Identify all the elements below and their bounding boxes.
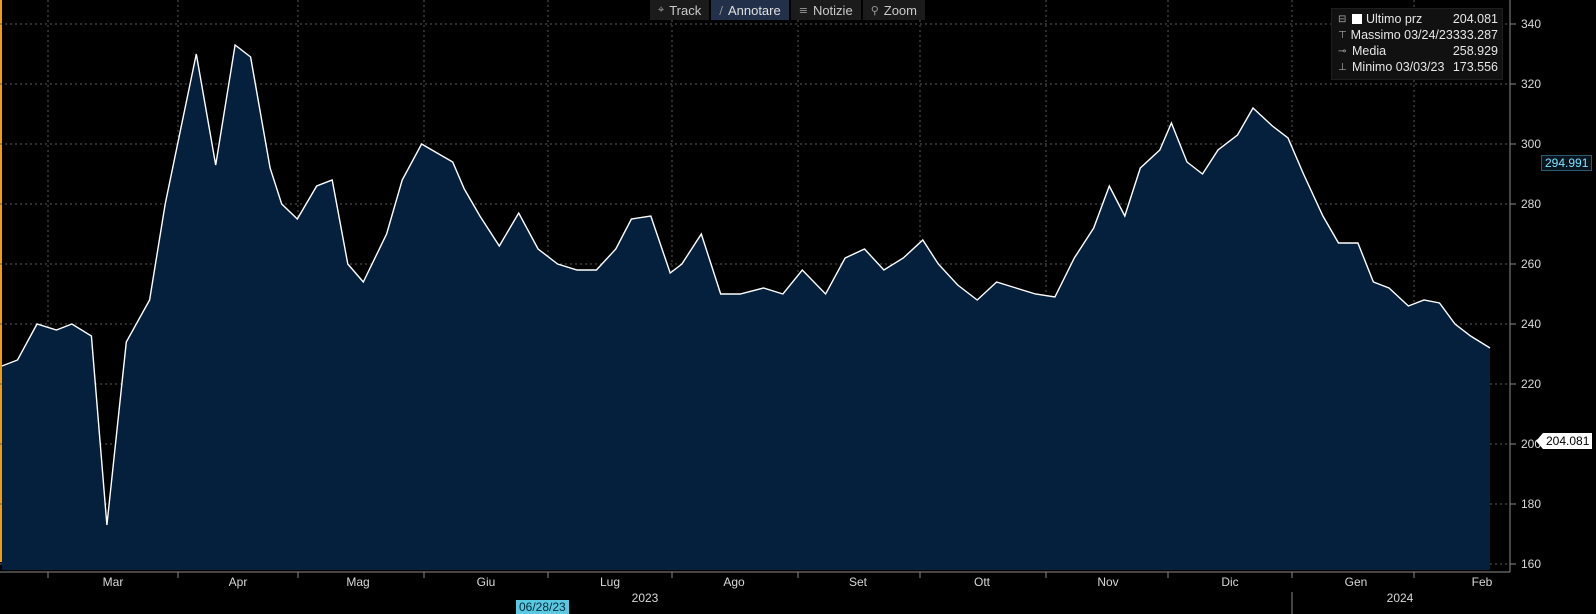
crosshair-date-tag: 06/28/23 [516, 600, 569, 614]
price-area [2, 45, 1490, 570]
news-button[interactable]: ≡ Notizie [790, 0, 861, 20]
chart-toolbar: ⌖ Track ∕ Annotare ≡ Notizie ⚲ Zoom [650, 0, 925, 20]
y-tick-label: 220 [1521, 377, 1541, 391]
y-tick-label: 300 [1521, 137, 1541, 151]
annotate-button[interactable]: ∕ Annotare [711, 0, 789, 20]
y-tick-label: 260 [1521, 257, 1541, 271]
y-tick-label: 280 [1521, 197, 1541, 211]
y-tick-label: 320 [1521, 77, 1541, 91]
x-tick-label: Giu [477, 575, 496, 589]
x-tick-label: Lug [600, 575, 620, 589]
y-tick-label: 240 [1521, 317, 1541, 331]
average-marker-icon: ⊸ [1338, 45, 1347, 57]
series-swatch [1352, 14, 1362, 24]
legend-row-last[interactable]: ⊟ Ultimo prz 204.081 [1338, 12, 1498, 26]
legend-row-average: ⊸ Media 258.929 [1338, 44, 1498, 58]
x-axis: Mar Apr Mag Giu Lug Ago Set Ott Nov Dic Gen Feb 2023… [0, 571, 1510, 614]
x-tick-label: Feb [1472, 575, 1493, 589]
x-tick-label: Mar [103, 575, 124, 589]
y-tick-label: 180 [1521, 497, 1541, 511]
collapse-icon[interactable]: ⊟ [1338, 13, 1347, 25]
chart-legend: ⊟ Ultimo prz 204.081 ⊤ Massimo 03/24/23 … [1331, 8, 1503, 80]
legend-row-high: ⊤ Massimo 03/24/23 333.287 [1338, 28, 1498, 42]
left-edge-marker [0, 0, 2, 562]
legend-row-low: ⊥ Minimo 03/03/23 173.556 [1338, 60, 1498, 74]
x-tick-label: Gen [1345, 575, 1368, 589]
news-icon: ≡ [798, 3, 808, 17]
x-tick-label: Apr [229, 575, 248, 589]
price-line [1, 43, 1491, 526]
x-tick-label: Mag [346, 575, 369, 589]
x-tick-label: Ago [723, 575, 745, 589]
zoom-button[interactable]: ⚲ Zoom [862, 0, 925, 20]
x-tick-label: Set [849, 575, 868, 589]
x-tick-label: Ott [974, 575, 991, 589]
crosshair-icon: ⌖ [658, 3, 665, 16]
low-marker-icon: ⊥ [1338, 61, 1347, 73]
crosshair-price-tag: 294.991 [1541, 155, 1593, 171]
y-tick-label: 340 [1521, 17, 1541, 31]
y-tick-label: 160 [1521, 557, 1541, 571]
last-price-tag: 204.081 [1535, 433, 1593, 449]
pencil-icon: ∕ [719, 3, 723, 17]
magnifier-icon: ⚲ [870, 3, 879, 17]
x-tick-label: Dic [1221, 575, 1238, 589]
year-label: 2023 [632, 591, 659, 605]
year-label: 2024 [1387, 591, 1414, 605]
high-marker-icon: ⊤ [1338, 29, 1347, 41]
x-tick-label: Nov [1097, 575, 1118, 589]
track-button[interactable]: ⌖ Track [650, 0, 710, 20]
